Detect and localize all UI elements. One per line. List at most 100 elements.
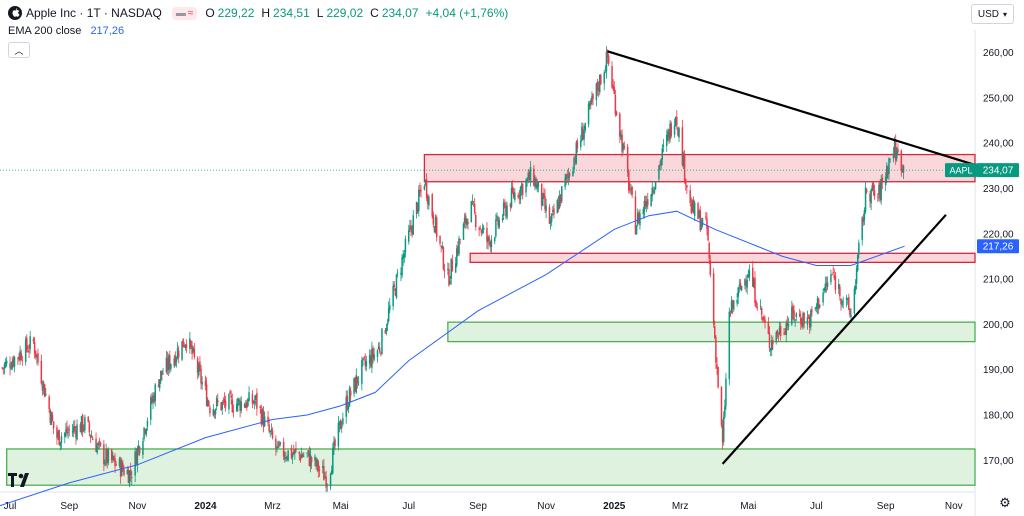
candle [412, 209, 414, 235]
candle-body [182, 338, 184, 348]
candle [600, 73, 602, 85]
candle-body [842, 301, 844, 303]
candle [347, 402, 350, 414]
candle-body [869, 193, 871, 202]
candle-body [738, 285, 741, 287]
candle-body [886, 166, 888, 179]
candle [220, 402, 222, 411]
tradingview-logo[interactable] [8, 472, 34, 488]
candle-body [540, 183, 543, 205]
candle [858, 239, 860, 259]
candle-body [228, 394, 230, 410]
collapse-legend-button[interactable]: ︿ [8, 42, 30, 58]
candle-body [643, 200, 646, 212]
candle-body [614, 94, 617, 115]
candle [731, 299, 734, 315]
candle-body [115, 464, 117, 466]
candle-body [67, 431, 69, 433]
candle-body [819, 304, 821, 308]
candle [603, 69, 605, 91]
gear-icon[interactable]: ⚙ [999, 495, 1011, 510]
candle [855, 265, 858, 290]
candle-body [801, 322, 803, 327]
candle [720, 385, 723, 428]
candle [123, 465, 125, 477]
candle [314, 454, 316, 467]
candle [3, 362, 6, 375]
candle-body [482, 227, 485, 231]
symbol-title[interactable]: Apple Inc · 1T · NASDAQ [26, 6, 162, 20]
candle [877, 193, 879, 203]
candle-body [535, 178, 537, 189]
candle-body [71, 431, 74, 433]
candle [128, 470, 131, 488]
candle-body [613, 87, 616, 94]
candle-body [232, 410, 235, 412]
candle [511, 180, 514, 195]
candle [118, 456, 121, 469]
candle [12, 355, 15, 368]
candle [205, 377, 208, 407]
candle-body [204, 380, 207, 387]
candle-body [510, 187, 513, 208]
candle [185, 339, 188, 353]
candle [478, 226, 480, 237]
candle-body [457, 246, 459, 254]
candle-body [439, 236, 441, 244]
candle [298, 451, 301, 461]
candle-body [889, 158, 891, 160]
candle-body [584, 122, 586, 131]
candle-body [154, 384, 156, 402]
candle [548, 204, 551, 225]
candle-body [175, 358, 178, 363]
candle-body [834, 275, 837, 290]
candle-body [341, 426, 343, 428]
candle [173, 354, 175, 369]
candle-body [597, 87, 600, 92]
candle-body [432, 214, 435, 225]
candle-body [722, 416, 725, 442]
candle-body [426, 196, 429, 204]
candle [279, 441, 282, 447]
candle [403, 249, 406, 264]
candle [596, 78, 599, 96]
candle-body [80, 416, 83, 433]
candle [900, 149, 903, 177]
candle [294, 449, 296, 460]
candle [253, 395, 256, 410]
candle [339, 419, 342, 430]
candle-body [638, 212, 640, 224]
candle-body [392, 286, 394, 307]
indicator-visibility-pill[interactable]: ▬ ≈ [171, 6, 198, 20]
candle-body [647, 199, 649, 206]
candle [18, 352, 20, 362]
candle-body [2, 368, 5, 369]
candle [248, 386, 250, 402]
candle-body [76, 424, 78, 440]
candle [740, 285, 743, 292]
candle [769, 347, 772, 357]
candle-body [243, 403, 246, 407]
candle [615, 110, 618, 116]
candle-body [737, 287, 739, 298]
candle-body [691, 200, 694, 212]
candle-body [68, 429, 70, 431]
candle [456, 244, 458, 268]
candle-body [368, 354, 371, 364]
ema-legend[interactable]: EMA 200 close 217,26 [8, 25, 124, 37]
candle-body [751, 267, 754, 287]
candle-body [99, 442, 102, 446]
candle [223, 392, 226, 409]
candle-body [526, 177, 528, 182]
candle-body [620, 133, 622, 139]
candle-body [534, 178, 536, 187]
currency-selector[interactable]: USD ▾ [970, 4, 1014, 24]
candle [853, 285, 856, 318]
candle-body [716, 364, 718, 369]
candle-body [393, 284, 395, 287]
candle-body [425, 179, 428, 198]
candle [341, 420, 343, 433]
candle-body [717, 366, 719, 388]
candle [801, 317, 803, 329]
